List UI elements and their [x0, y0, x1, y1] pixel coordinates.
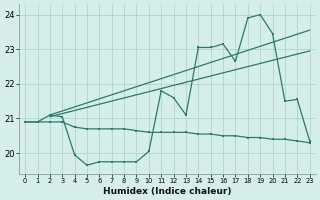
X-axis label: Humidex (Indice chaleur): Humidex (Indice chaleur) — [103, 187, 232, 196]
